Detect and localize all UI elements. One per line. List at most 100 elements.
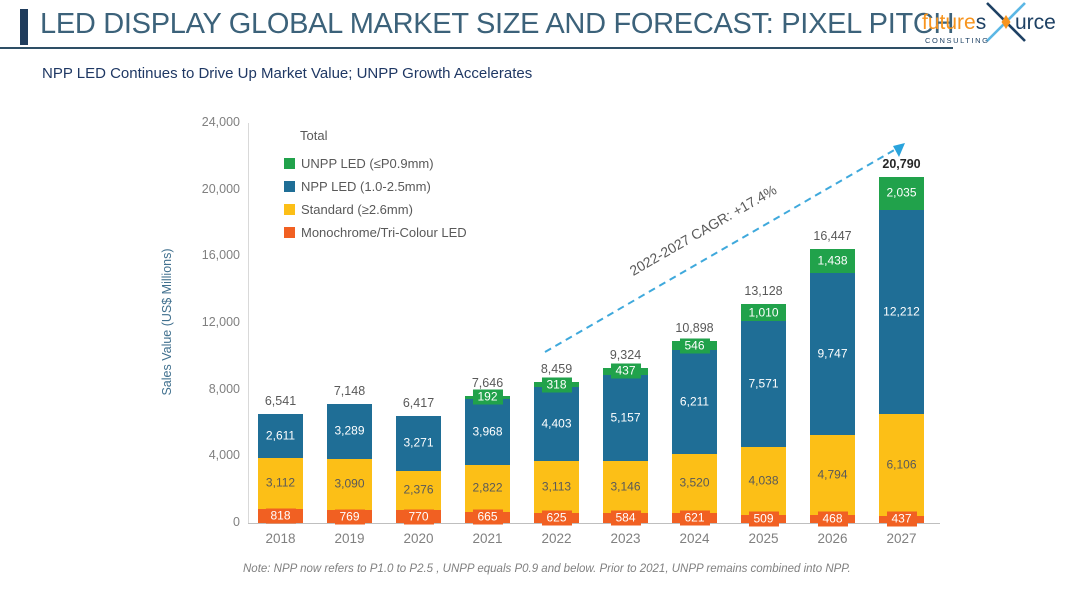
bar-2024: 621 3,520 6,211 546 [672,338,717,526]
x-axis-label-2018: 2018 [265,531,296,546]
x-axis-label-2026: 2026 [817,531,848,546]
segment-value-label: 3,968 [472,424,503,439]
segment-npp-2022: 4,403 [534,387,579,461]
bar-2025: 509 4,038 7,571 1,010 [741,304,786,527]
segment-standard-2019: 3,090 [327,458,372,511]
segment-monochrome/tri-colour-2027: 437 [879,511,924,527]
total-label-2022: 8,459 [540,362,573,377]
y-tick-label: 20,000 [201,181,240,196]
segment-value-label: 437 [886,511,917,527]
total-label-2023: 9,324 [609,347,642,362]
x-axis-label-2027: 2027 [886,531,917,546]
segment-value-label: 770 [403,509,434,525]
segment-npp-2025: 7,571 [741,321,786,448]
segment-npp-2018: 2,611 [258,414,303,458]
total-label-2026: 16,447 [813,228,852,243]
y-axis-title: Sales Value (US$ Millions) [160,248,174,396]
legend-label: Standard (≥2.6mm) [301,202,413,217]
segment-standard-2021: 2,822 [465,464,510,512]
total-label-2020: 6,417 [402,396,435,411]
segment-value-label: 818 [265,508,296,524]
segment-value-label: 621 [679,510,710,526]
segment-value-label: 3,113 [541,479,572,494]
segment-value-label: 468 [817,511,848,527]
segment-value-label: 7,571 [748,376,779,391]
segment-monochrome/tri-colour-2019: 769 [327,509,372,525]
segment-value-label: 437 [610,363,641,379]
total-label-2019: 7,148 [333,383,366,398]
segment-npp-2023: 5,157 [603,374,648,461]
segment-unpp-2026: 1,438 [810,248,855,273]
segment-npp-2021: 3,968 [465,398,510,465]
legend-label: UNPP LED (≤P0.9mm) [301,156,434,171]
legend-swatch [284,204,295,215]
bar-2018: 818 3,112 2,611 [258,414,303,524]
segment-value-label: 1,010 [748,305,779,320]
segment-standard-2025: 4,038 [741,447,786,515]
segment-monochrome/tri-colour-2024: 621 [672,510,717,526]
total-label-2027: 20,790 [882,156,921,171]
cagr-arrow-head [893,143,905,157]
segment-monochrome/tri-colour-2021: 665 [465,509,510,525]
segment-value-label: 3,289 [334,423,365,438]
logo-word-end: urce [1015,11,1056,34]
segment-unpp-2027: 2,035 [879,176,924,211]
segment-monochrome/tri-colour-2023: 584 [603,510,648,526]
segment-monochrome/tri-colour-2020: 770 [396,509,441,525]
x-axis-label-2022: 2022 [541,531,572,546]
segment-value-label: 2,822 [472,480,503,495]
segment-value-label: 4,038 [748,473,779,488]
x-axis-label-2021: 2021 [472,531,503,546]
legend-swatch [284,158,295,169]
x-axis-line [248,523,940,524]
segment-value-label: 318 [541,377,572,393]
bar-2020: 770 2,376 3,271 [396,416,441,525]
segment-value-label: 3,520 [679,475,710,490]
cagr-annotation: 2022-2027 CAGR: +17.4% [626,181,780,279]
segment-value-label: 584 [610,510,641,526]
y-axis-line [248,123,249,523]
segment-value-label: 4,794 [817,467,848,482]
segment-standard-2023: 3,146 [603,460,648,514]
total-label-2024: 10,898 [675,321,714,336]
legend-item: Monochrome/Tri-Colour LED [284,221,467,244]
segment-value-label: 1,438 [817,253,848,268]
segment-value-label: 625 [541,510,572,526]
legend: Total UNPP LED (≤P0.9mm) NPP LED (1.0-2.5… [284,128,467,244]
segment-standard-2018: 3,112 [258,457,303,510]
bar-2023: 584 3,146 5,157 437 [603,363,648,526]
legend-swatch [284,181,295,192]
legend-swatch [284,227,295,238]
segment-standard-2026: 4,794 [810,435,855,516]
segment-unpp-2025: 1,010 [741,304,786,322]
chart-subtitle: NPP LED Continues to Drive Up Market Val… [42,65,533,82]
segment-value-label: 9,747 [817,346,848,361]
y-tick-label: 24,000 [201,115,240,129]
segment-standard-2024: 3,520 [672,454,717,513]
segment-npp-2024: 6,211 [672,350,717,454]
y-tick-label: 12,000 [201,315,240,329]
legend-item: Standard (≥2.6mm) [284,198,467,221]
bar-2026: 468 4,794 9,747 1,438 [810,248,855,527]
segment-npp-2019: 3,289 [327,403,372,459]
segment-value-label: 3,271 [403,435,434,450]
total-label-2021: 7,646 [471,375,504,390]
segment-value-label: 5,157 [610,410,641,425]
legend-label: NPP LED (1.0-2.5mm) [301,179,431,194]
segment-value-label: 4,403 [541,416,572,431]
logo-star-center-diamond [1001,15,1011,29]
x-axis-label-2025: 2025 [748,531,779,546]
segment-value-label: 3,146 [610,479,641,494]
logo-tagline: CONSULTING [925,36,990,45]
bar-2019: 769 3,090 3,289 [327,403,372,525]
segment-monochrome/tri-colour-2022: 625 [534,510,579,526]
logo-word-start: futures [922,11,986,34]
segment-standard-2020: 2,376 [396,470,441,511]
segment-unpp-2022: 318 [534,377,579,393]
segment-value-label: 2,035 [886,185,917,200]
segment-value-label: 769 [334,509,365,525]
segment-unpp-2021: 192 [465,389,510,405]
x-axis-label-2024: 2024 [679,531,710,546]
segment-unpp-2023: 437 [603,363,648,379]
